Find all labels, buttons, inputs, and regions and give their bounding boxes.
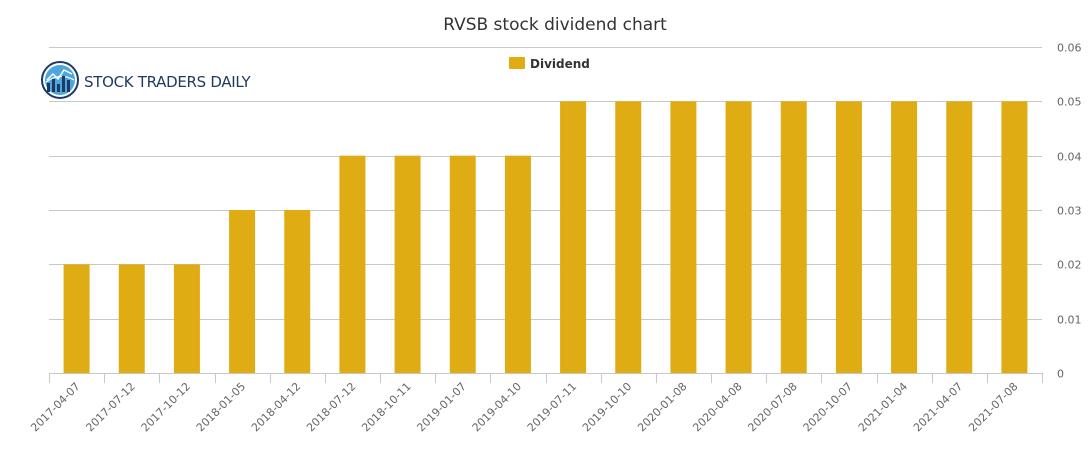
bar[interactable] bbox=[615, 101, 642, 373]
bar[interactable] bbox=[560, 101, 587, 373]
y-tick-label: 0.03 bbox=[1057, 205, 1082, 218]
x-tick-label: 2017-04-07 bbox=[28, 380, 82, 434]
gridlines bbox=[49, 47, 1042, 374]
bar[interactable] bbox=[229, 210, 256, 373]
bar[interactable] bbox=[891, 101, 918, 373]
bar[interactable] bbox=[339, 155, 366, 373]
x-tick-label: 2019-07-11 bbox=[525, 380, 579, 434]
x-tick-label: 2020-10-07 bbox=[801, 380, 855, 434]
logo: STOCK TRADERS DAILY bbox=[41, 61, 252, 99]
bar[interactable] bbox=[173, 264, 200, 373]
y-tick-label: 0 bbox=[1057, 368, 1064, 381]
legend-swatch bbox=[509, 57, 525, 69]
x-tick-label: 2021-01-04 bbox=[856, 380, 910, 434]
x-tick-label: 2020-07-08 bbox=[745, 380, 799, 434]
bar[interactable] bbox=[946, 101, 973, 373]
y-tick-label: 0.06 bbox=[1057, 42, 1082, 55]
bars bbox=[63, 101, 1028, 373]
x-tick-label: 2021-07-08 bbox=[966, 380, 1020, 434]
y-tick-label: 0.01 bbox=[1057, 314, 1082, 327]
x-tick-label: 2018-04-12 bbox=[249, 380, 303, 434]
x-tick-label: 2021-04-07 bbox=[911, 380, 965, 434]
bar[interactable] bbox=[835, 101, 862, 373]
x-tick-label: 2019-10-10 bbox=[580, 380, 634, 434]
bar[interactable] bbox=[449, 155, 476, 373]
y-axis-ticks: 0 0.01 0.02 0.03 0.04 0.05 0.06 bbox=[1057, 42, 1082, 381]
bar[interactable] bbox=[504, 155, 531, 373]
x-tick-label: 2017-10-12 bbox=[139, 380, 193, 434]
x-tick-label: 2019-01-07 bbox=[414, 380, 468, 434]
y-tick-label: 0.04 bbox=[1057, 151, 1082, 164]
x-axis: 2017-04-07 2017-07-12 2017-10-12 2018-01-05… bbox=[28, 373, 1043, 434]
bar[interactable] bbox=[63, 264, 90, 373]
bar[interactable] bbox=[118, 264, 145, 373]
chart-globe-icon bbox=[41, 61, 79, 99]
bar[interactable] bbox=[780, 101, 807, 373]
bar[interactable] bbox=[394, 155, 421, 373]
x-tick-label: 2020-01-08 bbox=[635, 380, 689, 434]
x-tick-label: 2020-04-08 bbox=[690, 380, 744, 434]
x-tick-label: 2018-07-12 bbox=[304, 380, 358, 434]
y-tick-label: 0.02 bbox=[1057, 259, 1082, 272]
legend[interactable]: Dividend bbox=[509, 57, 590, 71]
bar[interactable] bbox=[670, 101, 697, 373]
x-tick-label: 2017-07-12 bbox=[83, 380, 137, 434]
x-tick-label: 2019-04-10 bbox=[470, 380, 524, 434]
logo-text: STOCK TRADERS DAILY bbox=[84, 73, 251, 91]
legend-label: Dividend bbox=[530, 57, 590, 71]
chart-title: RVSB stock dividend chart bbox=[443, 15, 667, 35]
y-tick-label: 0.05 bbox=[1057, 96, 1082, 109]
bar[interactable] bbox=[284, 210, 311, 373]
bar[interactable] bbox=[725, 101, 752, 373]
x-tick-label: 2018-10-11 bbox=[359, 380, 413, 434]
x-tick-label: 2018-01-05 bbox=[194, 380, 248, 434]
bar[interactable] bbox=[1001, 101, 1028, 373]
